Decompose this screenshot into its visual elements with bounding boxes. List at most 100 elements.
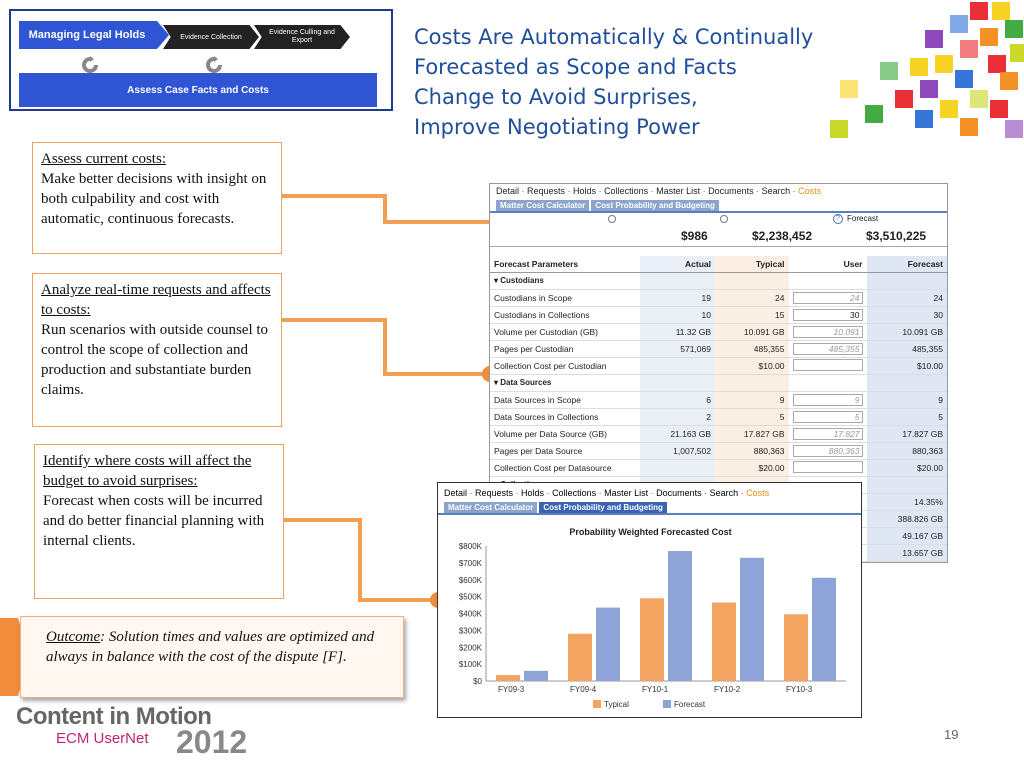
user-value-input[interactable]: 24 <box>792 291 863 304</box>
radio-button[interactable] <box>720 215 728 223</box>
user-value-input[interactable]: 485,355 <box>792 342 863 355</box>
user-value-input[interactable]: 17.827 <box>792 427 863 440</box>
table-row: Volume per Data Source (GB) 21.163 GB 17.8… <box>490 425 947 443</box>
cube-shape <box>1000 72 1018 90</box>
user-value-input[interactable] <box>792 460 863 473</box>
actual-value <box>639 459 715 477</box>
table-row: Pages per Data Source 1,007,502 880,363 880… <box>490 442 947 460</box>
row-label: Pages per Data Source <box>490 442 640 460</box>
forecast-value: 10.091 GB <box>866 323 947 341</box>
nav-bar: Detail · Requests · Holds · Collections … <box>496 186 822 196</box>
callout-analyze-requests: Analyze real-time requests and affects t… <box>32 273 282 427</box>
y-tick-label: $500K <box>459 593 483 602</box>
col-header-typical: Typical <box>715 256 789 273</box>
cube-shape <box>1010 44 1024 62</box>
cycle-arrow-icon <box>206 56 222 73</box>
callout-body: Run scenarios with outside counsel to co… <box>41 322 269 398</box>
nav-link-costs[interactable]: Costs <box>746 488 770 498</box>
nav-link-requests[interactable]: Requests <box>527 186 566 196</box>
forecast-value: 49.167 GB <box>866 527 947 545</box>
y-tick-label: $800K <box>459 542 483 551</box>
user-value-input[interactable]: 30 <box>792 308 863 321</box>
nav-link-search[interactable]: Search <box>761 186 791 196</box>
decorative-cubes-image <box>830 2 1024 138</box>
nav-link-master-list[interactable]: Master List <box>604 488 649 498</box>
tab-matter-cost-calculator[interactable]: Matter Cost Calculator <box>496 200 590 211</box>
user-value-input[interactable] <box>792 358 863 371</box>
row-label: Custodians in Scope <box>490 289 640 307</box>
page-number: 19 <box>944 727 959 742</box>
radio-button[interactable] <box>608 215 616 223</box>
actual-value: 10 <box>639 306 715 324</box>
row-label: Volume per Data Source (GB) <box>490 425 640 443</box>
help-icon[interactable]: ? <box>833 214 843 224</box>
callout-assess-costs: Assess current costs: Make better decisi… <box>32 142 282 254</box>
typical-value: $20.00 <box>715 459 789 477</box>
tab-bar: Matter Cost Calculator Cost Probability … <box>438 501 861 515</box>
table-cell <box>788 272 867 290</box>
user-value-input[interactable]: 10.091 <box>792 325 863 338</box>
forecast-radio-label: Forecast <box>847 214 879 223</box>
table-row: Data Sources in Collections 2 5 5 5 <box>490 408 947 426</box>
forecast-value: 485,355 <box>866 340 947 358</box>
actual-value: 2 <box>639 408 715 426</box>
user-value-input[interactable]: 880,363 <box>792 444 863 457</box>
nav-link-detail[interactable]: Detail <box>444 488 468 498</box>
callout-body: Make better decisions with insight on bo… <box>41 171 267 227</box>
nav-link-requests[interactable]: Requests <box>475 488 514 498</box>
cube-shape <box>840 80 858 98</box>
nav-link-documents[interactable]: Documents <box>708 186 754 196</box>
forecast-value: 5 <box>866 408 947 426</box>
total-forecast: $3,510,225 <box>866 229 927 243</box>
cube-shape <box>960 40 978 58</box>
nav-link-search[interactable]: Search <box>709 488 739 498</box>
forecast-value: 17.827 GB <box>866 425 947 443</box>
y-tick-label: $300K <box>459 626 483 635</box>
bar-forecast <box>740 557 764 681</box>
nav-link-collections[interactable]: Collections <box>604 186 649 196</box>
user-cell: 24 <box>788 289 867 307</box>
x-tick-label: FY09-4 <box>570 685 597 694</box>
group-label: ▾ Data Sources <box>490 374 640 392</box>
forecast-value: 388.826 GB <box>866 510 947 528</box>
user-cell <box>788 459 867 477</box>
nav-link-documents[interactable]: Documents <box>656 488 702 498</box>
cube-shape <box>950 15 968 33</box>
table-cell <box>715 272 789 290</box>
tab-cost-probability[interactable]: Cost Probability and Budgeting <box>539 502 667 513</box>
group-row[interactable]: ▾ Custodians <box>490 272 947 290</box>
nav-link-detail[interactable]: Detail <box>496 186 520 196</box>
table-cell <box>639 272 715 290</box>
tab-matter-cost-calculator[interactable]: Matter Cost Calculator <box>444 502 538 513</box>
cube-shape <box>915 110 933 128</box>
footer-year: 2012 <box>176 724 248 760</box>
outcome-text: : Solution times and values are optimize… <box>46 629 375 665</box>
user-value-input[interactable]: 9 <box>792 393 863 406</box>
nav-link-costs[interactable]: Costs <box>798 186 822 196</box>
x-tick-label: FY10-2 <box>714 685 741 694</box>
process-step-legal-holds: Managing Legal Holds <box>19 21 169 49</box>
chart-screenshot: Detail · Requests · Holds · Collections … <box>437 482 862 718</box>
cube-shape <box>895 90 913 108</box>
user-value-input[interactable]: 5 <box>792 410 863 423</box>
nav-link-master-list[interactable]: Master List <box>656 186 701 196</box>
legend-swatch <box>593 700 601 708</box>
process-diagram: Managing Legal Holds Evidence Collection… <box>9 9 393 111</box>
typical-value: 5 <box>715 408 789 426</box>
nav-link-holds[interactable]: Holds <box>573 186 597 196</box>
title-line: Costs Are Automatically & Continually <box>414 25 814 49</box>
cycle-arrow-icon <box>82 56 98 73</box>
row-label: Volume per Custodian (GB) <box>490 323 640 341</box>
radio-row: ? Forecast <box>490 213 947 226</box>
callout-heading: Analyze real-time requests and affects t… <box>41 282 271 318</box>
group-row[interactable]: ▾ Data Sources <box>490 374 947 392</box>
nav-link-collections[interactable]: Collections <box>552 488 597 498</box>
tab-cost-probability[interactable]: Cost Probability and Budgeting <box>591 200 719 211</box>
nav-link-holds[interactable]: Holds <box>521 488 545 498</box>
bar-typical <box>784 614 808 681</box>
user-cell <box>788 357 867 375</box>
table-cell <box>866 374 947 392</box>
user-cell: 10.091 <box>788 323 867 341</box>
table-row: Custodians in Scope 19 24 24 24 <box>490 289 947 307</box>
legend-label: Typical <box>604 700 629 709</box>
